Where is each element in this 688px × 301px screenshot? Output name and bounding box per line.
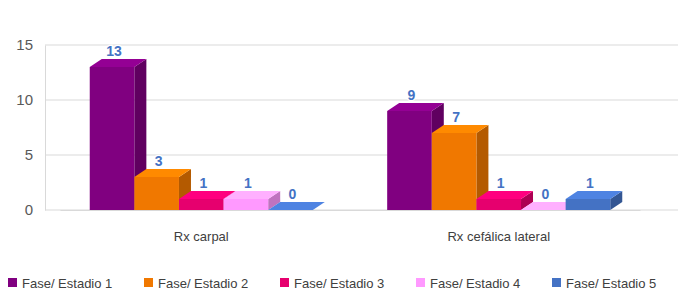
y-tick-label: 15 — [16, 36, 33, 53]
bar — [90, 67, 135, 210]
legend-label: Fase/ Estadio 2 — [158, 276, 248, 291]
bar — [387, 111, 432, 210]
y-axis: 0 5 10 15 — [16, 36, 45, 218]
bar-group — [224, 191, 281, 210]
y-tick: 5 — [25, 146, 45, 163]
bar-top — [387, 103, 444, 111]
legend-item: Fase/ Estadio 2 — [144, 276, 248, 291]
bar-top — [432, 125, 489, 133]
bar — [224, 199, 269, 210]
bar — [566, 199, 611, 210]
bar-group — [476, 191, 533, 210]
data-label: 0 — [289, 186, 297, 202]
legend-label: Fase/ Estadio 4 — [430, 276, 520, 291]
x-axis-line — [61, 210, 641, 211]
y-tick-label: 10 — [16, 91, 33, 108]
legend: Fase/ Estadio 1 Fase/ Estadio 2 Fase/ Esta… — [8, 276, 656, 291]
legend-label: Fase/ Estadio 5 — [566, 276, 656, 291]
data-label: 7 — [452, 109, 460, 125]
y-axis-line — [45, 46, 46, 211]
bar-top — [476, 191, 533, 199]
legend-swatch — [416, 278, 425, 287]
legend-swatch — [144, 278, 153, 287]
bar-group — [566, 191, 623, 210]
legend-swatch — [552, 278, 561, 287]
bar — [432, 133, 477, 210]
legend-label: Fase/ Estadio 1 — [22, 276, 112, 291]
legend-swatch — [280, 278, 289, 287]
x-tick: Rx carpal — [174, 210, 229, 244]
grid-line — [45, 45, 678, 46]
bar-top — [268, 202, 325, 210]
x-tick-label: Rx carpal — [174, 229, 229, 244]
data-label: 0 — [541, 186, 549, 202]
bar-top — [134, 169, 191, 177]
data-label: 1 — [586, 175, 594, 191]
bar-top — [224, 191, 281, 199]
x-tick: Rx cefálica lateral — [447, 210, 550, 244]
data-label: 1 — [244, 175, 252, 191]
data-label: 1 — [199, 175, 207, 191]
y-tick-label: 0 — [25, 201, 33, 218]
y-tick-label: 5 — [25, 146, 33, 163]
x-tick-label: Rx cefálica lateral — [447, 229, 550, 244]
data-label: 1 — [497, 175, 505, 191]
grid — [45, 45, 678, 210]
bar — [268, 210, 313, 211]
legend-item: Fase/ Estadio 1 — [8, 276, 112, 291]
legend-swatch — [8, 278, 17, 287]
y-tick: 10 — [16, 91, 45, 108]
data-label: 3 — [155, 153, 163, 169]
bar-top — [566, 191, 623, 199]
legend-item: Fase/ Estadio 4 — [416, 276, 520, 291]
bar — [134, 177, 179, 210]
data-labels: 13937111001 — [106, 43, 594, 202]
x-axis: Rx carpal Rx cefálica lateral — [61, 210, 641, 244]
y-tick: 15 — [16, 36, 45, 53]
bar — [476, 199, 521, 210]
bars — [90, 59, 623, 210]
bar — [521, 210, 566, 211]
data-label: 13 — [106, 43, 122, 59]
legend-item: Fase/ Estadio 5 — [552, 276, 656, 291]
chart: 051015Rx carpalRx cefálica lateral139371… — [0, 0, 688, 301]
bar — [179, 199, 224, 210]
y-tick: 0 — [25, 201, 45, 218]
bar-group — [268, 202, 325, 210]
bar-top — [90, 59, 147, 67]
legend-item: Fase/ Estadio 3 — [280, 276, 384, 291]
data-label: 9 — [408, 87, 416, 103]
legend-label: Fase/ Estadio 3 — [294, 276, 384, 291]
